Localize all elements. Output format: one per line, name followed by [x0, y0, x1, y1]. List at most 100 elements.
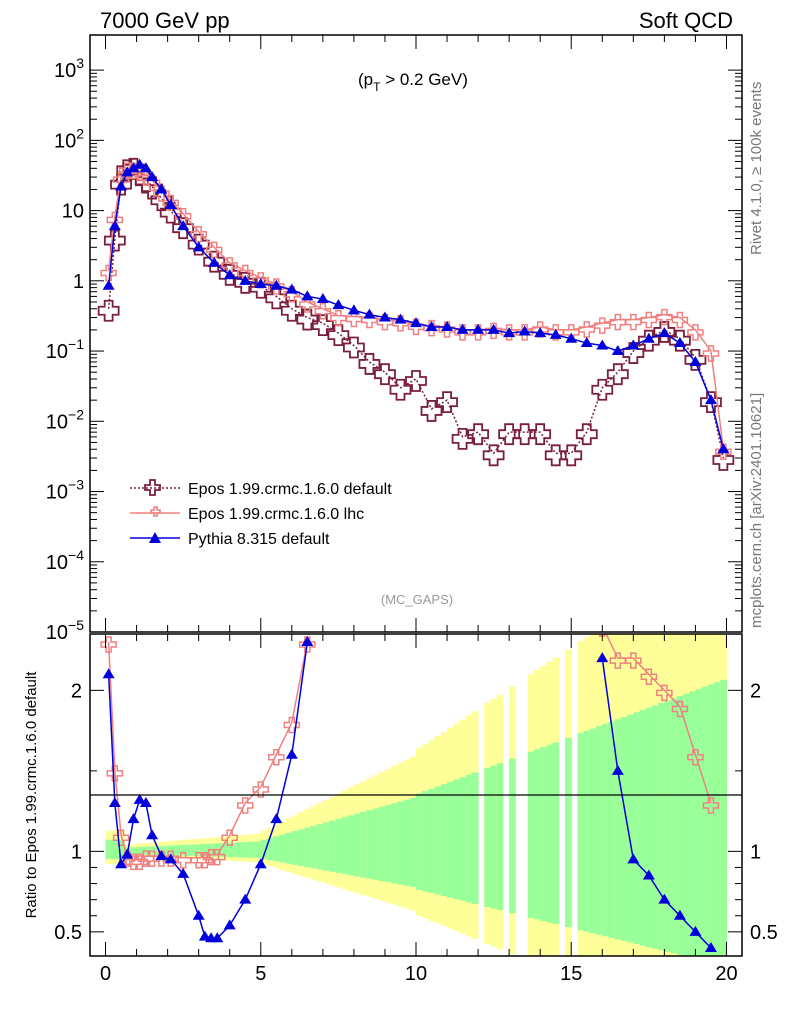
- inner-band: [540, 747, 547, 921]
- inner-band: [527, 751, 535, 918]
- inner-band: [471, 772, 479, 904]
- inner-band: [298, 829, 305, 867]
- ratio-point-pythia: [301, 636, 314, 647]
- inner-band: [701, 686, 709, 956]
- data-point-epos-lhc: [640, 311, 658, 329]
- inner-band: [509, 758, 516, 914]
- data-point-epos-lhc: [547, 324, 564, 341]
- data-point-epos-lhc: [345, 310, 363, 328]
- inner-band: [589, 728, 597, 934]
- ratio-point-lhc: [112, 829, 130, 846]
- y-tick-label: 10: [62, 201, 84, 223]
- inner-band: [322, 822, 330, 871]
- inner-band: [720, 679, 727, 956]
- ratio-point-pythia: [155, 850, 168, 861]
- data-point-epos-lhc: [330, 309, 347, 327]
- data-point-pythia: [301, 290, 314, 301]
- ratio-point-lhc: [609, 652, 627, 669]
- inner-band: [409, 798, 417, 887]
- inner-band: [707, 684, 715, 956]
- inner-band: [384, 804, 392, 883]
- ratio-point-pythia: [285, 748, 298, 759]
- ratio-y-tick-label-left: 1: [71, 841, 82, 863]
- data-point-pythia: [347, 304, 360, 315]
- process-label: Soft QCD: [639, 8, 733, 33]
- data-point-epos-default: [203, 250, 226, 273]
- inner-band: [645, 707, 653, 948]
- inner-band: [416, 793, 423, 890]
- data-point-pythia: [627, 339, 640, 350]
- inner-band: [546, 744, 554, 923]
- data-point-pythia: [472, 323, 485, 334]
- inner-band: [689, 691, 696, 956]
- inner-band: [248, 841, 256, 858]
- data-point-epos-default: [187, 233, 210, 256]
- inner-band: [310, 825, 318, 869]
- data-point-epos-default: [358, 353, 381, 375]
- data-point-epos-lhc: [100, 264, 117, 282]
- y-tick-label: 10−4: [46, 547, 84, 574]
- data-point-pythia: [164, 199, 177, 210]
- inner-band: [353, 813, 361, 877]
- ratio-y-tick-label-right: 2: [750, 680, 761, 702]
- data-point-pythia: [208, 256, 221, 267]
- ratio-point-pythia: [115, 858, 128, 869]
- inner-band: [639, 709, 647, 946]
- legend-marker-epos-lhc: [150, 506, 161, 517]
- inner-band: [714, 682, 721, 956]
- data-point-pythia: [285, 283, 298, 294]
- inner-band: [335, 818, 342, 873]
- inner-band: [440, 784, 448, 897]
- y-tick-label: 1: [73, 271, 84, 293]
- legend: Epos 1.99.crmc.1.6.0 default Epos 1.99.c…: [130, 479, 392, 548]
- inner-band: [117, 839, 125, 860]
- ratio-point-lhc: [174, 852, 192, 869]
- ratio-point-lhc: [702, 797, 720, 814]
- ratio-point-pythia: [121, 848, 134, 859]
- inner-band: [465, 774, 473, 903]
- ratio-point-pythia: [133, 793, 146, 804]
- ratio-y-tick-label-right: 1: [750, 841, 761, 863]
- inner-band: [378, 806, 386, 882]
- data-point-epos-lhc: [314, 303, 332, 320]
- ratio-point-pythia: [270, 813, 283, 824]
- ratio-point-lhc: [196, 852, 214, 869]
- data-point-epos-lhc: [625, 313, 642, 331]
- y-tick-label: 10−2: [46, 406, 84, 433]
- data-point-pythia: [580, 337, 593, 348]
- inner-band: [366, 810, 374, 879]
- inner-band: [341, 817, 349, 875]
- inner-band: [260, 839, 268, 860]
- data-point-epos-default: [653, 321, 676, 343]
- data-point-pythia: [410, 317, 422, 328]
- ratio-point-lhc: [671, 700, 689, 718]
- legend-label-pythia: Pythia 8.315 default: [188, 531, 330, 548]
- inner-band: [372, 808, 380, 880]
- data-point-epos-lhc: [609, 313, 627, 331]
- inner-band: [583, 730, 591, 932]
- inner-band: [397, 801, 405, 885]
- data-point-pythia: [503, 327, 516, 338]
- data-point-epos-default: [172, 217, 195, 240]
- data-point-pythia: [441, 321, 454, 332]
- data-point-epos-default: [451, 427, 474, 450]
- data-point-epos-default: [374, 363, 396, 386]
- data-point-epos-lhc: [205, 241, 223, 259]
- inner-band: [596, 726, 603, 935]
- inner-band: [360, 811, 367, 878]
- inner-band: [180, 844, 187, 856]
- ratio-point-pythia: [108, 797, 121, 808]
- inner-band: [167, 845, 175, 856]
- ratio-point-lhc: [209, 848, 226, 866]
- data-point-epos-lhc: [594, 317, 611, 334]
- ratio-point-pythia: [658, 893, 671, 904]
- ratio-point-pythia: [102, 668, 115, 679]
- ratio-point-pythia: [177, 867, 190, 878]
- data-point-epos-default: [218, 263, 241, 286]
- data-point-pythia: [394, 313, 407, 324]
- data-point-pythia: [689, 355, 702, 366]
- data-point-epos-lhc: [671, 311, 689, 329]
- ratio-point-lhc: [268, 749, 285, 766]
- inner-band: [105, 839, 113, 860]
- data-point-pythia: [115, 180, 128, 191]
